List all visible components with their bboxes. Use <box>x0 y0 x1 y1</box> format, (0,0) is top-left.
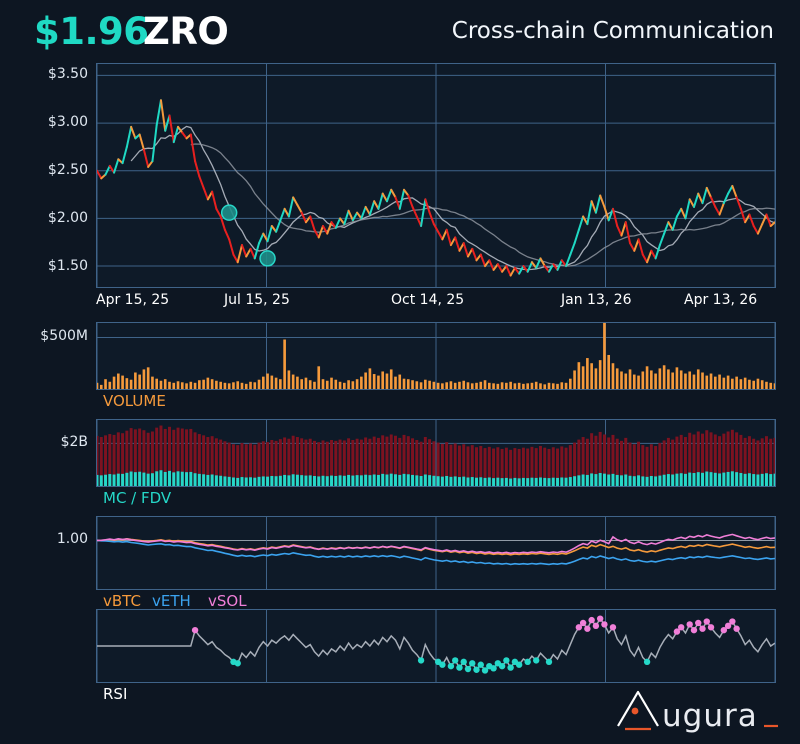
price-xtick-3: Jan 13, 26 <box>561 292 632 308</box>
price-ytick-0: $3.50 <box>47 65 88 82</box>
rsi-panel <box>96 609 776 683</box>
ticker-symbol: ZRO <box>143 10 229 53</box>
price-xtick-1: Jul 15, 25 <box>224 292 290 308</box>
price-ytick-2: $2.50 <box>47 161 88 178</box>
ratio-ytick-0: 1.00 <box>56 531 88 548</box>
price-ytick-4: $1.50 <box>47 257 88 274</box>
volume-ytick-0: $500M <box>40 327 88 344</box>
chart-header: $1.96 ZRO Cross-chain Communication <box>0 0 800 56</box>
volume-panel-label: VOLUME <box>103 392 166 410</box>
price-xtick-4: Apr 13, 26 <box>684 292 758 308</box>
volume-panel <box>96 322 776 390</box>
svg-text:ugura: ugura <box>662 698 758 734</box>
augura-logo: ugura <box>612 686 782 734</box>
price-ytick-3: $2.00 <box>47 209 88 226</box>
price-xtick-0: Apr 15, 25 <box>96 292 170 308</box>
sector-label: Cross-chain Communication <box>451 18 774 44</box>
mc-fdv-panel-label: MC / FDV <box>103 489 172 507</box>
legend-vsol: vSOL <box>208 592 247 610</box>
price-panel <box>96 63 776 288</box>
mc-fdv-panel <box>96 419 776 487</box>
legend-veth: vETH <box>152 592 191 610</box>
rsi-panel-label: RSI <box>103 685 128 703</box>
price-ytick-1: $3.00 <box>47 113 88 130</box>
mcfdv-ytick-0: $2B <box>60 434 88 451</box>
ratio-panel <box>96 516 776 590</box>
legend-vbtc: vBTC <box>103 592 141 610</box>
current-price: $1.96 <box>34 10 149 53</box>
price-xtick-2: Oct 14, 25 <box>391 292 465 308</box>
